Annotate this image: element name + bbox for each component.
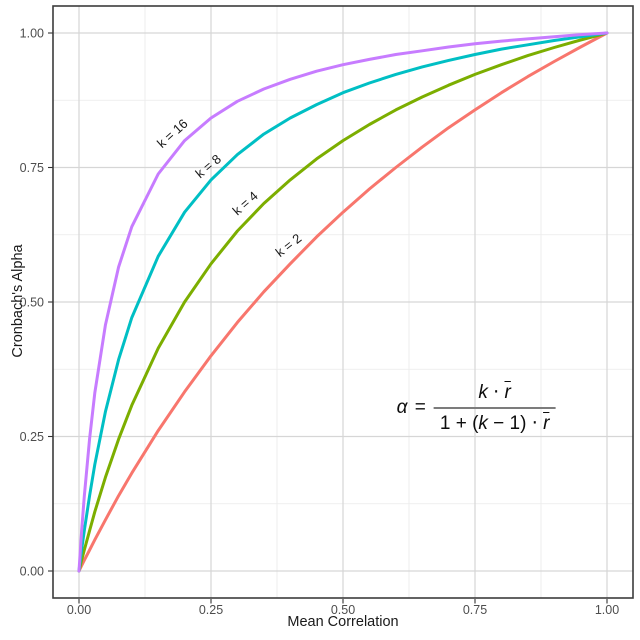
formula-num-var: r	[504, 382, 511, 403]
formula-numerator: k ⋅ r	[464, 381, 524, 407]
formula-num-var: k	[478, 382, 488, 403]
y-axis-title: Cronbach's Alpha	[10, 244, 26, 358]
formula-den-var: k	[478, 413, 488, 434]
formula-den-text: 1 + (	[439, 413, 479, 434]
curve-k-4	[77, 31, 609, 573]
formula-lhs: α =	[397, 397, 427, 419]
x-axis-tick-label: 0.75	[463, 603, 487, 617]
x-axis-tick-label: 0.25	[199, 603, 223, 617]
curve-k-16	[77, 31, 609, 573]
formula-den-var: r	[543, 413, 550, 434]
y-axis-tick-label: 0.50	[20, 295, 44, 309]
formula-denominator: 1 + (k − 1) ⋅ r	[433, 407, 556, 435]
y-axis-tick-label: 0.00	[20, 564, 44, 578]
curve-k-2	[77, 31, 609, 573]
x-axis-title: Mean Correlation	[287, 614, 399, 630]
x-axis-tick-label: 1.00	[595, 603, 619, 617]
y-axis-tick-label: 1.00	[20, 26, 44, 40]
formula-annotation: α = k ⋅ r 1 + (k − 1) ⋅ r	[397, 381, 556, 435]
x-axis-tick-label: 0.50	[331, 603, 355, 617]
equals-sign: =	[414, 397, 427, 418]
curve-k-8	[77, 31, 609, 573]
formula-num-text: ⋅	[487, 382, 505, 403]
formula-den-text: − 1) ⋅	[487, 413, 544, 434]
x-axis-tick-label: 0.00	[67, 603, 91, 617]
alpha-symbol: α	[396, 397, 409, 418]
y-axis-tick-label: 0.25	[20, 430, 44, 444]
y-axis-tick-label: 0.75	[20, 161, 44, 175]
panel-border	[52, 5, 634, 599]
formula-fraction: k ⋅ r 1 + (k − 1) ⋅ r	[433, 381, 556, 435]
